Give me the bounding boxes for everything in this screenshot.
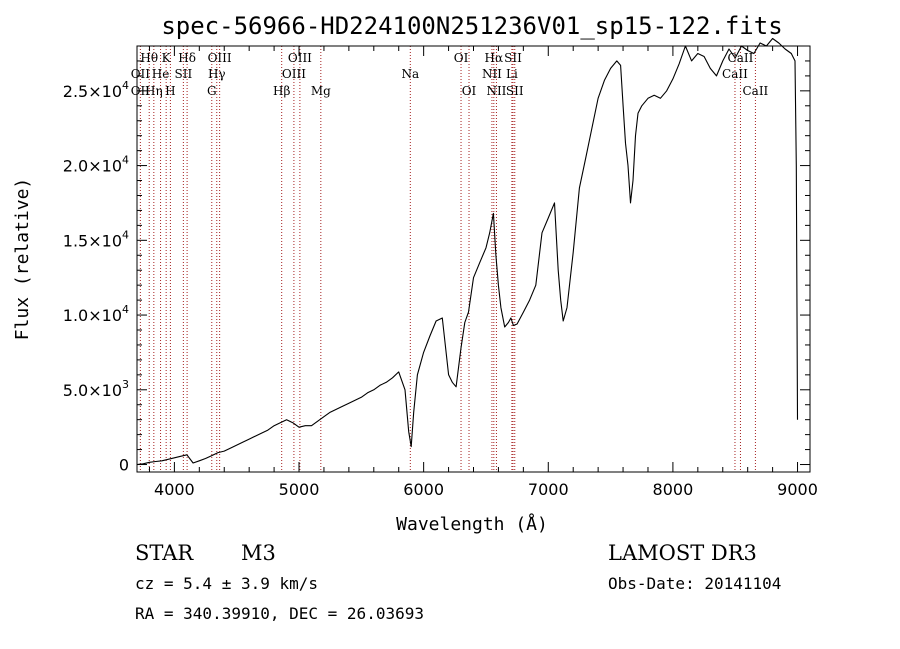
y-tick-exponent: 3 (122, 378, 129, 391)
y-axis-title: Flux (relative) (12, 178, 33, 341)
y-tick-mantissa: 1.0×10 (63, 306, 122, 325)
redshift-value: cz = 5.4 ± 3.9 km/s (135, 574, 318, 593)
spectral-line-label: Hδ (178, 51, 196, 65)
spectral-line-label: Hη (145, 84, 163, 98)
spectral-line-label: SII (504, 51, 522, 65)
spectral-line-label: Li (506, 67, 518, 81)
spectral-line-label: OIII (282, 67, 306, 81)
survey-name: LAMOST DR3 (608, 541, 757, 565)
x-tick-label: 6000 (403, 480, 444, 499)
coordinates: RA = 340.39910, DEC = 26.03693 (135, 604, 424, 623)
spectral-line-label: Mg (311, 84, 331, 98)
y-tick-exponent: 4 (122, 79, 129, 92)
info-panel: STAR M3 LAMOST DR3 cz = 5.4 ± 3.9 km/s O… (135, 541, 781, 623)
spectral-line-label: H (165, 84, 175, 98)
spectral-line-label: NII (486, 84, 506, 98)
observation-date: Obs-Date: 20141104 (608, 574, 781, 593)
x-axis-title: Wavelength (Å) (396, 513, 548, 535)
spectral-line-label: OIII (288, 51, 312, 65)
spectral-line-label: Hα (485, 51, 504, 65)
y-tick-exponent: 4 (122, 154, 129, 167)
chart-title: spec-56966-HD224100N251236V01_sp15-122.f… (161, 12, 782, 40)
x-tick-label: 9000 (777, 480, 818, 499)
x-tick-label: 7000 (528, 480, 569, 499)
spectrum-line (136, 37, 799, 466)
spectral-line-label: G (207, 84, 217, 98)
spectral-line-label: K (162, 51, 172, 65)
y-tick-mantissa: 2.0×10 (63, 157, 122, 176)
spectral-line-label: CaII (728, 51, 754, 65)
x-tick-label: 8000 (653, 480, 694, 499)
spectral-line-label: OI (462, 84, 477, 98)
spectral-line-label: CaII (722, 67, 748, 81)
spectral-line-label: He (152, 67, 170, 81)
spectral-line-markers (139, 46, 756, 472)
y-tick-mantissa: 5.0×10 (63, 381, 122, 400)
y-tick-label: 0 (119, 456, 129, 475)
x-tick-label: 4000 (154, 480, 195, 499)
object-subclass: M3 (241, 541, 276, 565)
spectral-line-label: SII (506, 84, 524, 98)
y-tick-mantissa: 1.5×10 (63, 231, 122, 250)
y-tick-mantissa: 2.5×10 (63, 82, 122, 101)
y-tick-label: 2.0×104 (63, 154, 129, 176)
spectral-line-label: OIII (208, 51, 232, 65)
y-tick-label: 1.5×104 (63, 228, 129, 250)
y-tick-exponent: 4 (122, 303, 129, 316)
spectral-line-label: CaII (742, 84, 768, 98)
y-tick-label: 5.0×103 (63, 378, 129, 400)
spectrum-series (136, 37, 799, 466)
object-class: STAR (135, 541, 194, 565)
spectral-line-label: Na (401, 67, 419, 81)
x-axis: 4000 5000 6000 7000 8000 9000 (148, 46, 818, 499)
spectral-line-label: SII (175, 67, 193, 81)
y-tick-label: 2.5×104 (63, 79, 129, 101)
spectral-line-label: Hβ (273, 84, 290, 98)
spectral-line-label: OI (454, 51, 469, 65)
y-tick-label: 1.0×104 (63, 303, 129, 325)
spectral-line-label: Hγ (208, 67, 226, 81)
spectral-line-label: NII (482, 67, 502, 81)
spectral-line-label: Hθ (140, 51, 158, 65)
y-tick-exponent: 4 (122, 228, 129, 241)
spectral-line-label: OII (131, 67, 151, 81)
plot-frame (136, 45, 811, 473)
x-tick-label: 5000 (279, 480, 320, 499)
y-tick-mantissa: 0 (119, 456, 129, 475)
